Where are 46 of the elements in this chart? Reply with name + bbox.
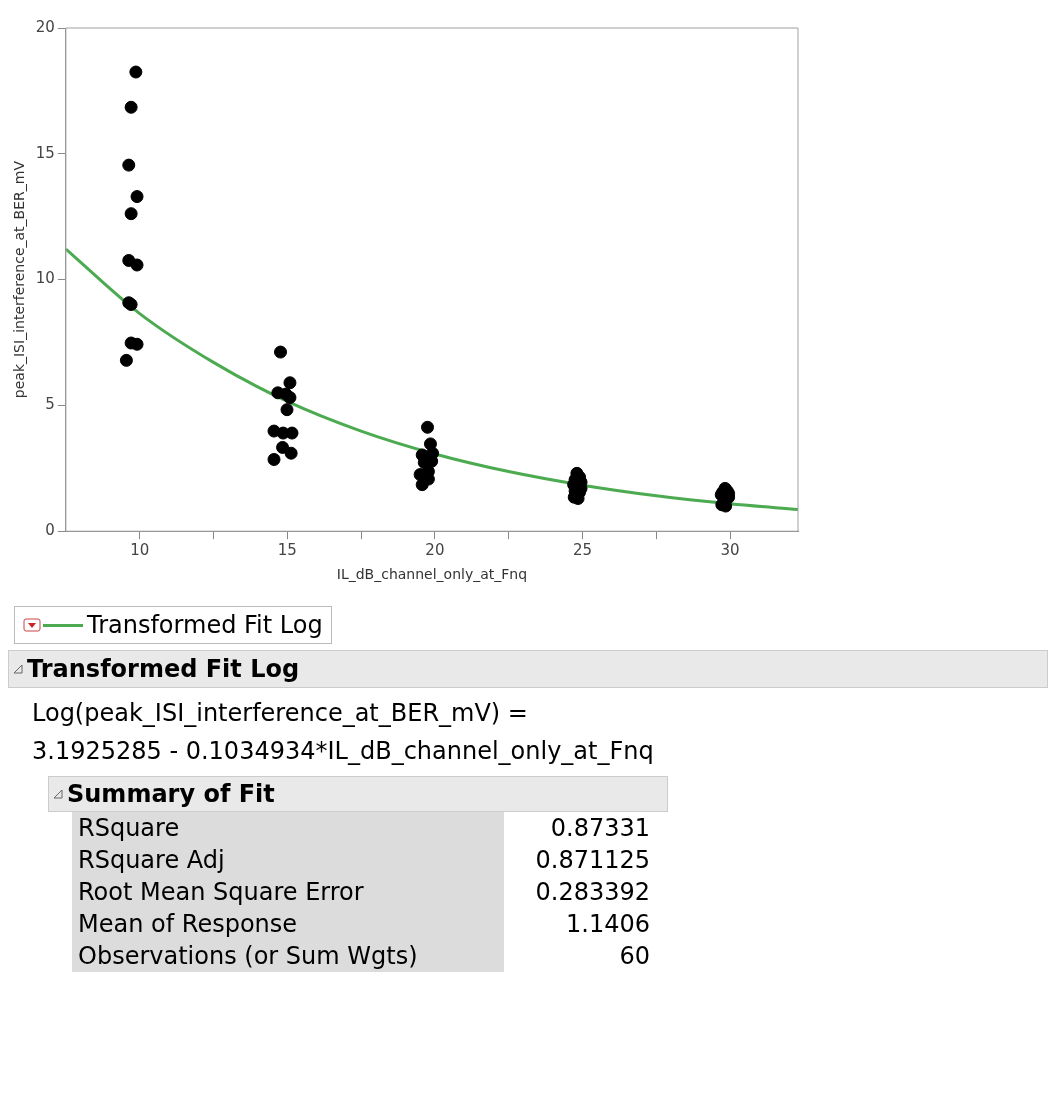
point — [415, 478, 429, 492]
point — [283, 391, 297, 405]
x-tick-label: 20 — [425, 541, 445, 560]
point — [280, 403, 294, 417]
point — [119, 353, 133, 367]
point — [283, 376, 297, 390]
text: Summary of Fit — [48, 776, 668, 812]
y-tick-label: 10 — [35, 269, 55, 288]
x-tick-label: 25 — [572, 541, 593, 560]
text: 0.283392 — [534, 877, 651, 908]
legend-label: Transformed Fit Log — [87, 611, 323, 639]
line-series — [65, 247, 798, 512]
x-tick-label: 30 — [720, 541, 740, 560]
text: RSquare Adj — [72, 844, 504, 876]
point — [276, 440, 290, 454]
text: 1.1406 — [565, 909, 651, 940]
y-tick-label: 20 — [35, 17, 55, 36]
text: 0.87331 — [549, 813, 651, 844]
y-tick-label: 0 — [45, 521, 55, 540]
text: RSquare — [72, 812, 504, 844]
point — [130, 337, 144, 351]
text: Mean of Response — [72, 908, 504, 940]
point — [124, 207, 138, 221]
text: Transformed Fit Log — [8, 650, 1048, 688]
x-axis-title: IL_dB_channel_only_at_Fnq — [336, 566, 528, 583]
text: Log(peak_ISI_interference_at_BER_mV) = — [32, 698, 529, 729]
x-tick-label: 10 — [130, 541, 150, 560]
point — [130, 190, 144, 204]
point — [421, 420, 435, 434]
point — [285, 426, 299, 440]
point — [274, 345, 287, 359]
text: 60 — [618, 941, 651, 972]
point — [130, 258, 144, 272]
x-tick-label: 15 — [277, 541, 297, 560]
point — [124, 100, 138, 114]
text: 0.871125 — [534, 845, 651, 876]
point — [267, 452, 281, 466]
point — [129, 65, 143, 79]
text: Root Mean Square Error — [72, 876, 504, 908]
y-tick-label: 15 — [35, 143, 55, 162]
point — [284, 446, 298, 460]
point — [122, 158, 136, 172]
y-tick-label: 5 — [45, 395, 55, 414]
y-axis-title: peak_ISI_interference_at_BER_mV — [11, 160, 28, 399]
text: Observations (or Sum Wgts) — [72, 940, 504, 972]
text: 3.1925285 - 0.1034934*IL_dB_channel_only_at_Fnq — [32, 736, 655, 767]
